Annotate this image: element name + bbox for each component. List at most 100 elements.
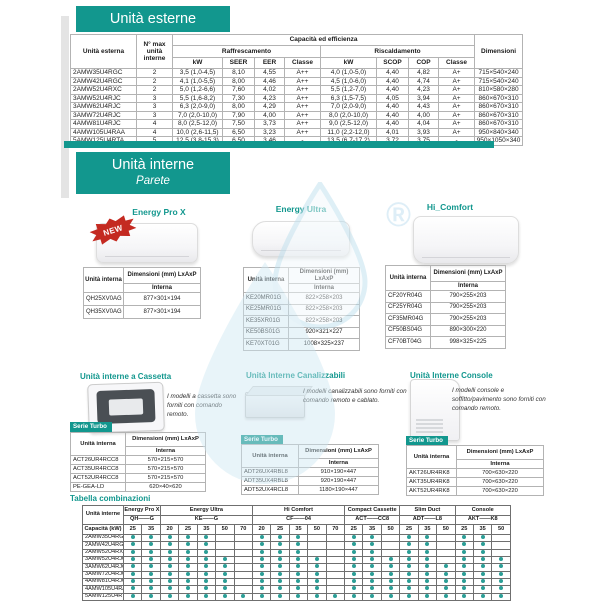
compatibility-dot	[407, 550, 411, 554]
table-cell	[491, 563, 511, 572]
table-cell: Unità interna	[70, 432, 126, 456]
table-cell	[288, 578, 309, 587]
table-cell: Unità interna	[83, 267, 124, 293]
table-row: Unità esterna N° max unità interne Capacit…	[70, 34, 524, 69]
table-cell	[436, 563, 456, 572]
table-cell	[270, 592, 290, 601]
compatibility-dot	[462, 594, 467, 598]
table-cell: 4	[136, 119, 173, 129]
compatibility-dot	[130, 579, 135, 584]
table-cell	[325, 548, 346, 558]
table-cell	[251, 556, 272, 565]
table-cell	[417, 533, 438, 543]
compatibility-dot	[351, 535, 356, 539]
table-cell: SEER	[222, 57, 255, 69]
table-cell	[196, 578, 217, 587]
table-cell: 4,5 (1,0-6,0)	[320, 76, 377, 86]
table-cell	[270, 556, 290, 565]
compatibility-dot	[480, 579, 485, 584]
table-cell	[436, 533, 456, 543]
table-row: QH——G KE——G CF——04 ACT——CC8 ADT——L8 AKT——K8	[83, 515, 512, 525]
compatibility-dot	[370, 564, 375, 569]
table-cell	[159, 533, 180, 543]
table-cell: Compact Cassette	[344, 505, 401, 516]
indoor-unit-row: CF70BT04G 998×325×225	[385, 336, 506, 349]
table-cell: Interna	[288, 283, 360, 293]
table-cell: 3AMW52U4RJC	[70, 93, 137, 103]
table-cell: 920×190×447	[298, 476, 379, 486]
table-cell	[362, 541, 382, 550]
table-cell	[270, 541, 290, 550]
table-cell: Interna	[298, 458, 379, 468]
table-cell	[399, 592, 419, 601]
compatibility-dot	[278, 572, 283, 576]
table-cell: 4,40	[376, 85, 409, 95]
compatibility-dot	[443, 579, 448, 584]
table-cell	[344, 541, 364, 550]
table-cell	[233, 570, 253, 580]
table-cell	[491, 570, 511, 580]
table-cell: A+	[437, 110, 476, 120]
table-cell	[178, 541, 198, 550]
table-cell	[454, 556, 474, 565]
compatibility-dot	[480, 550, 485, 554]
table-cell: 790×255×203	[430, 290, 506, 303]
table-cell: Unità interna	[406, 445, 457, 469]
table-row: Unità interna Dimensioni (mm) LxAxP	[241, 444, 379, 468]
table-cell: 11,0 (2,2-12,0)	[320, 127, 377, 137]
external-units-table: Unità esterna N° max unità interne Capacit…	[70, 34, 524, 146]
table-cell: AKT——K8	[454, 515, 512, 525]
table-cell	[288, 533, 309, 543]
table-cell	[436, 592, 456, 601]
table-cell: Interna	[456, 459, 544, 469]
table-cell: 9,0 (2,5-12,0)	[320, 119, 377, 129]
table-row: Interna	[386, 281, 506, 291]
table-cell	[251, 541, 272, 550]
compatibility-dot	[130, 550, 135, 554]
table-cell	[307, 548, 327, 558]
console-product-image	[410, 379, 460, 441]
table-cell: 8,10	[222, 68, 255, 78]
table-cell	[325, 563, 346, 572]
compatibility-dot	[185, 572, 190, 576]
hi-comfort-title: Hi_Comfort	[426, 202, 474, 212]
table-cell	[417, 578, 438, 587]
table-cell	[123, 592, 143, 601]
compatibility-dot	[259, 550, 264, 554]
compatibility-dot	[185, 579, 190, 584]
table-cell	[233, 533, 253, 543]
compatibility-dot	[241, 594, 246, 598]
table-cell: kW	[172, 57, 223, 69]
table-cell	[399, 563, 419, 572]
compatibility-dot	[480, 572, 485, 576]
table-cell	[325, 585, 346, 594]
compatibility-dot	[388, 557, 393, 562]
compatibility-dot	[296, 557, 301, 562]
table-cell	[344, 585, 364, 594]
table-cell: SCOP	[376, 57, 409, 69]
ducted-section-title: Unità Interne Canalizzabili	[246, 371, 346, 380]
table-cell	[123, 563, 143, 572]
table-cell: 4,46	[254, 76, 285, 86]
table-cell	[380, 592, 401, 601]
table-cell: 4,40	[376, 76, 409, 86]
table-cell: 877×301×194	[123, 305, 201, 319]
compatibility-dot	[130, 535, 135, 539]
table-cell: CF25YR04G	[385, 301, 431, 314]
table-cell	[141, 592, 161, 601]
table-cell	[123, 578, 143, 587]
compatibility-dot	[370, 535, 375, 539]
table-cell	[307, 570, 327, 580]
table-cell: 3	[136, 110, 173, 120]
table-cell	[178, 563, 198, 572]
table-row: Raffrescamento Riscaldamento	[71, 45, 523, 58]
compatibility-dot	[296, 550, 301, 554]
table-cell	[472, 592, 493, 601]
table-row: Unità interna Dimensioni (mm) LxAxP	[385, 265, 506, 291]
table-cell	[436, 548, 456, 558]
compatibility-dot	[462, 564, 467, 569]
compatibility-dot	[149, 542, 154, 547]
compatibility-dot	[499, 564, 504, 569]
compatibility-dot	[167, 550, 172, 554]
table-cell: 715×540×240	[474, 68, 524, 78]
